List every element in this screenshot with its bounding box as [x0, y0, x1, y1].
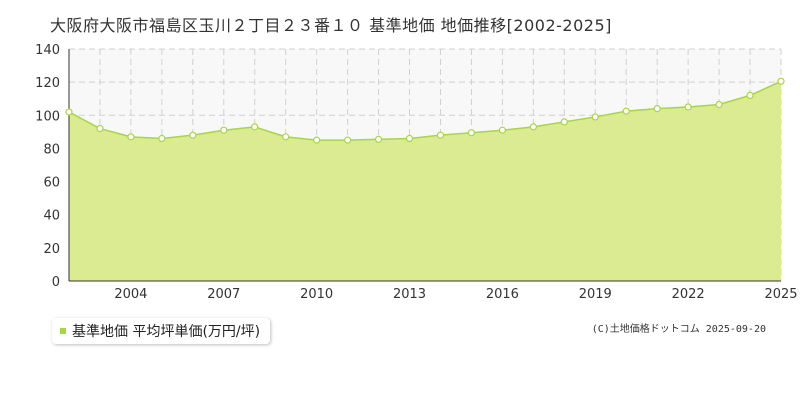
x-tick-labels: 2004 2007 2010 2013 2016 2019 2022 2025 [114, 287, 797, 302]
y-tick-label-60: 60 [43, 176, 60, 191]
legend: 基準地価 平均坪単価(万円/坪) [52, 318, 271, 344]
data-point-2011 [344, 136, 352, 144]
data-point-2007 [220, 126, 228, 134]
chart-title: 大阪府大阪市福島区玉川２丁目２３番１０ 基準地価 地価推移[2002-2025] [50, 16, 612, 35]
data-point-2013 [405, 134, 414, 143]
data-point-2017 [529, 123, 537, 131]
data-point-2006 [189, 131, 197, 139]
data-point-2012 [374, 135, 383, 143]
x-tick-label-2016: 2016 [486, 287, 519, 302]
x-tick-label-2025: 2025 [764, 287, 797, 302]
data-point-2003 [96, 124, 104, 133]
data-point-2024 [746, 91, 754, 100]
axes [68, 49, 781, 282]
y-tick-labels: 0 20 40 60 80 100 120 140 [35, 43, 60, 290]
data-point-2002 [65, 108, 73, 116]
y-tick-label-100: 100 [35, 109, 60, 124]
data-point-2022 [684, 103, 692, 111]
data-line [68, 80, 782, 141]
data-area [69, 81, 781, 281]
x-tick-label-2004: 2004 [114, 287, 147, 302]
data-point-2020 [622, 107, 630, 115]
data-point-2008 [251, 123, 259, 131]
data-point-2023 [715, 100, 723, 109]
y-tick-label-80: 80 [43, 142, 60, 157]
y-tick-label-140: 140 [35, 43, 60, 58]
data-point-2019 [591, 113, 599, 121]
x-tick-label-2010: 2010 [300, 287, 333, 302]
y-tick-label-40: 40 [43, 209, 60, 224]
x-tick-label-2013: 2013 [393, 287, 426, 302]
data-point-2010 [313, 136, 321, 144]
x-tick-label-2019: 2019 [579, 287, 612, 302]
legend-label: 基準地価 平均坪単価(万円/坪) [72, 324, 261, 340]
data-point-2014 [436, 131, 445, 139]
data-point-2016 [498, 126, 506, 134]
data-points [65, 77, 785, 144]
data-point-2025 [777, 77, 785, 85]
y-tick-label-0: 0 [52, 275, 60, 290]
y-tick-label-120: 120 [35, 76, 60, 91]
data-point-2009 [282, 133, 290, 141]
data-point-2018 [560, 118, 568, 126]
legend-swatch [60, 328, 66, 334]
y-tick-label-20: 20 [43, 242, 60, 257]
data-point-2005 [158, 134, 166, 143]
x-tick-label-2022: 2022 [672, 287, 705, 302]
data-point-2004 [127, 133, 135, 141]
x-tick-label-2007: 2007 [207, 287, 240, 302]
copyright-text: (C)土地価格ドットコム 2025-09-20 [591, 324, 766, 335]
data-point-2021 [653, 105, 661, 113]
data-point-2015 [467, 129, 476, 137]
